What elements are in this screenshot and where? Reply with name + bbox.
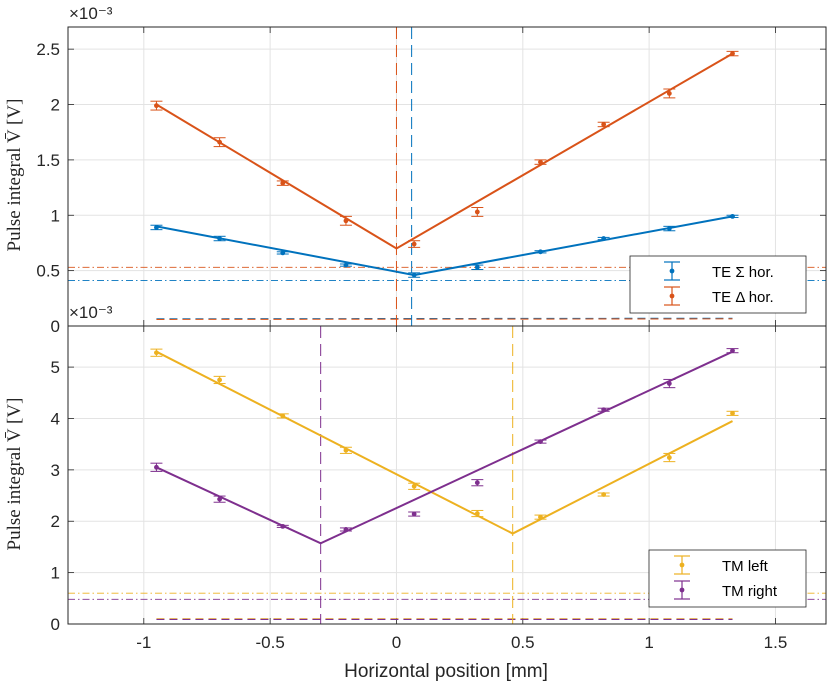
top-data-point-blue — [217, 236, 223, 241]
top-legend-box — [629, 255, 807, 314]
top-data-point-orange — [343, 218, 349, 224]
top-data-point-blue — [280, 250, 286, 256]
bottom-data-point-purple — [411, 511, 417, 517]
bottom-data-point-yellow — [217, 377, 223, 383]
legend-marker-te-sigma — [664, 261, 680, 281]
legend-label-te-delta: TE Δ hor. — [712, 289, 774, 306]
top-data-point-orange — [666, 91, 672, 96]
x-tick-label: 0 — [392, 633, 401, 652]
bottom-data-point-purple — [601, 407, 607, 413]
x-tick-label: -1 — [136, 633, 151, 652]
top-data-point-orange — [538, 159, 543, 165]
top-exponent-label: ×10⁻³ — [69, 4, 113, 23]
top-data-point-orange — [154, 103, 159, 109]
top-data-point-orange — [474, 209, 480, 215]
x-axis-label: Horizontal position [mm] — [344, 661, 548, 682]
bottom-data-point-purple — [666, 381, 672, 386]
bottom-data-point-yellow — [666, 455, 672, 460]
top-baseline-blue — [156, 317, 733, 320]
top-y-tick-label: 0.5 — [36, 262, 60, 281]
top-fit-line-orange — [155, 52, 734, 250]
top-data-point-blue — [601, 236, 607, 241]
bottom-legend-box — [648, 549, 807, 608]
top-panel: 0 0.5 1 1.5 2 2.5 — [36, 26, 827, 336]
x-tick-label: 0.5 — [511, 633, 535, 652]
top-data-point-orange — [217, 139, 223, 145]
bottom-data-point-purple — [280, 523, 286, 529]
top-baseline-orange — [156, 318, 733, 320]
bottom-y-tick-label: 0 — [51, 615, 60, 634]
bottom-axes-box — [67, 325, 827, 625]
top-data-point-orange — [280, 180, 286, 186]
top-y-tick-label: 2 — [51, 96, 60, 115]
bottom-data-point-yellow — [730, 410, 735, 416]
legend-label-tm-right: TM right — [722, 583, 778, 600]
top-y-axis-label: Pulse integral V̄ [V] — [4, 99, 25, 252]
top-data-point-orange — [411, 241, 417, 247]
bottom-data-point-purple — [538, 439, 543, 445]
bottom-data-point-yellow — [154, 350, 159, 356]
legend-marker-te-delta — [664, 286, 680, 306]
bottom-fit-line-yellow — [155, 350, 733, 535]
x-tick-label: 1 — [644, 633, 653, 652]
top-data-point-orange — [601, 122, 607, 127]
bottom-data-point-yellow — [474, 511, 480, 516]
bottom-data-point-purple — [217, 496, 223, 502]
top-data-point-blue — [474, 264, 480, 270]
bottom-fit-line-purple — [156, 350, 733, 545]
bottom-y-tick-label: 5 — [51, 358, 60, 377]
bottom-data-point-yellow — [343, 447, 349, 453]
top-y-tick-label: 1.5 — [36, 151, 60, 170]
legend-label-tm-left: TM left — [722, 558, 769, 575]
legend-label-te-sigma: TE Σ hor. — [712, 264, 774, 281]
top-data-point-blue — [666, 226, 672, 231]
bottom-legend: TM left TM right — [648, 549, 807, 608]
bottom-y-tick-label: 4 — [51, 409, 60, 428]
bottom-data-point-purple — [474, 480, 480, 486]
top-data-point-blue — [154, 225, 159, 230]
top-legend: TE Σ hor. TE Δ hor. — [629, 255, 807, 314]
bottom-data-point-purple — [730, 348, 735, 354]
bottom-y-tick-label: 1 — [51, 564, 60, 583]
x-tick-label: -0.5 — [255, 633, 284, 652]
bottom-data-point-yellow — [411, 483, 417, 489]
bottom-data-point-yellow — [280, 413, 286, 419]
bottom-panel: 0 1 2 3 4 5 -1 -0.5 0 0.5 1 1.5 — [51, 325, 827, 652]
legend-marker-tm-right — [674, 580, 690, 600]
bottom-data-point-purple — [154, 464, 159, 470]
bottom-data-point-yellow — [601, 492, 607, 497]
bottom-y-axis-label: Pulse integral V̄ [V] — [4, 398, 25, 551]
bottom-data-point-yellow — [538, 514, 543, 520]
legend-marker-tm-left — [674, 555, 690, 575]
top-y-tick-label: 0 — [51, 317, 60, 336]
top-data-point-blue — [538, 249, 543, 255]
top-data-point-blue — [730, 213, 735, 219]
top-data-point-orange — [730, 51, 735, 56]
top-data-point-blue — [411, 272, 417, 278]
x-tick-label: 1.5 — [764, 633, 788, 652]
top-y-tick-label: 1 — [51, 206, 60, 225]
bottom-y-tick-label: 3 — [51, 461, 60, 480]
top-data-point-blue — [343, 262, 349, 268]
top-y-tick-label: 2.5 — [36, 40, 60, 59]
bottom-y-tick-label: 2 — [51, 512, 60, 531]
bottom-exponent-label: ×10⁻³ — [69, 303, 113, 322]
bottom-data-point-purple — [343, 527, 349, 532]
